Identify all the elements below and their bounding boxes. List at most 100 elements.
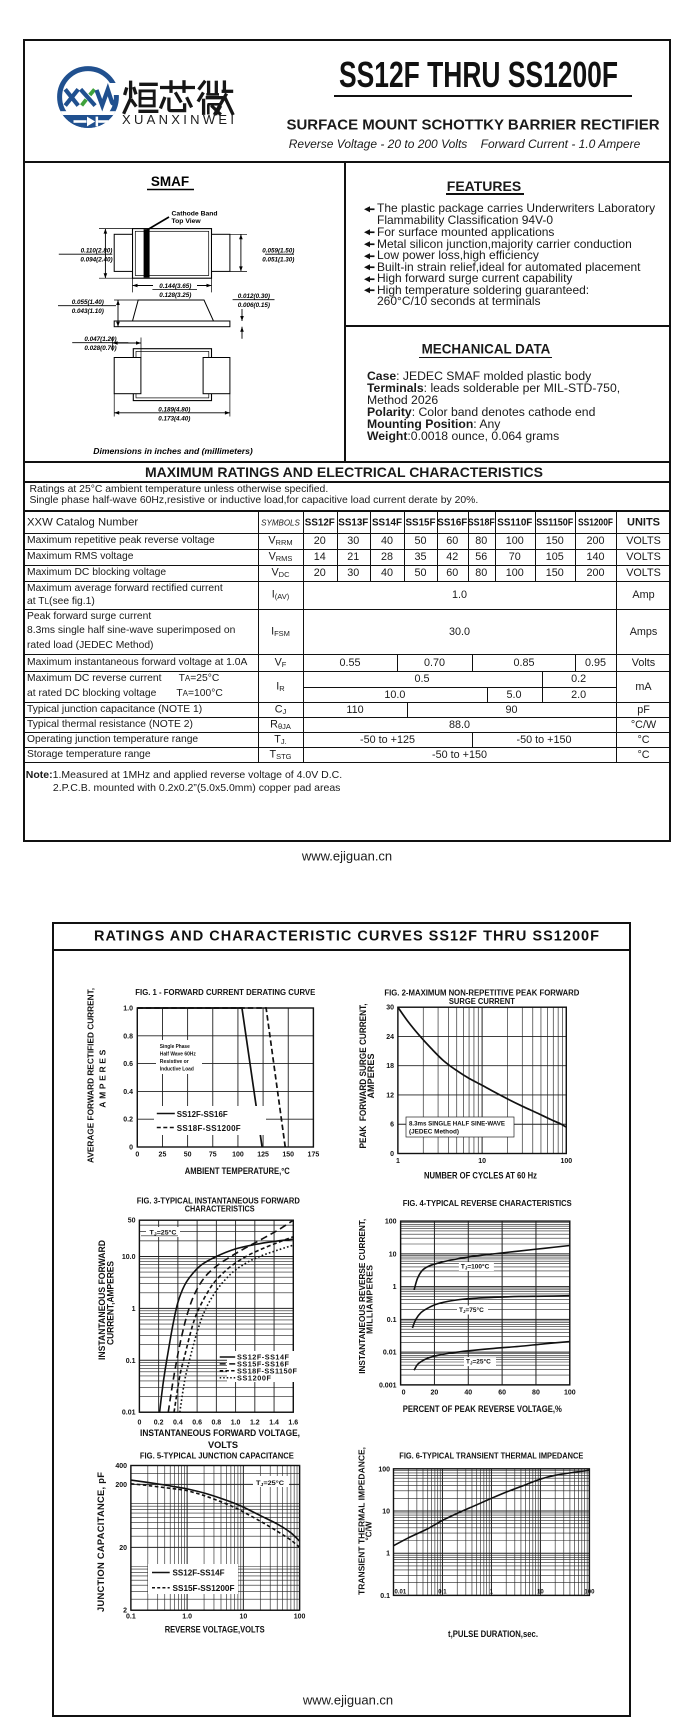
svg-text:SS18F-SS1150F: SS18F-SS1150F xyxy=(237,1366,298,1375)
svg-text:SS15F-SS1200F: SS15F-SS1200F xyxy=(173,1583,235,1593)
svg-text:TJ=25°C: TJ=25°C xyxy=(466,1358,491,1366)
svg-text:0.6: 0.6 xyxy=(192,1420,202,1427)
svg-text:0.01: 0.01 xyxy=(395,1590,407,1596)
svg-text:1: 1 xyxy=(490,1590,494,1596)
svg-text:SMAF: SMAF xyxy=(151,174,189,189)
svg-text:2: 2 xyxy=(123,1608,127,1615)
svg-text:SS1200F: SS1200F xyxy=(578,518,613,529)
svg-text:XUANXINWEI: XUANXINWEI xyxy=(122,112,234,127)
svg-text:SS15F: SS15F xyxy=(406,518,436,529)
svg-text:0.6: 0.6 xyxy=(123,1061,133,1068)
svg-text:PERCENT OF PEAK REVERSE VOLTAG: PERCENT OF PEAK REVERSE VOLTAGE,% xyxy=(403,1404,563,1414)
svg-text:FIG. 1 - FORWARD CURRENT DERAT: FIG. 1 - FORWARD CURRENT DERATING CURVE xyxy=(135,988,315,997)
svg-text:RATINGS AND CHARACTERISTIC CUR: RATINGS AND CHARACTERISTIC CURVES SS12F … xyxy=(94,929,599,945)
svg-text:1.0: 1.0 xyxy=(123,1006,133,1013)
svg-text:100: 100 xyxy=(385,1219,397,1226)
svg-text:100: 100 xyxy=(232,1152,244,1159)
svg-text:JUNCTION CAPACITANCE, pF: JUNCTION CAPACITANCE, pF xyxy=(96,1472,106,1612)
svg-text:0.8: 0.8 xyxy=(211,1420,221,1427)
svg-text:0.110(2.80): 0.110(2.80) xyxy=(81,248,113,255)
svg-text:REVERSE VOLTAGE,VOLTS: REVERSE VOLTAGE,VOLTS xyxy=(165,1625,265,1635)
svg-text:AMBIENT TEMPERATURE,°C: AMBIENT TEMPERATURE,°C xyxy=(185,1166,290,1176)
svg-text:0: 0 xyxy=(390,1151,394,1158)
svg-text:0.051(1.30): 0.051(1.30) xyxy=(262,257,294,264)
svg-text:Dimensions in inches and (mill: Dimensions in inches and (millimeters) xyxy=(93,446,253,456)
svg-text:25: 25 xyxy=(159,1152,167,1159)
svg-text:TRANSIENT THERMAL IMPEDANCE,: TRANSIENT THERMAL IMPEDANCE, xyxy=(357,1447,367,1595)
svg-text:0.1: 0.1 xyxy=(126,1358,136,1365)
svg-text:0.01: 0.01 xyxy=(122,1410,136,1417)
svg-text:SS12F-SS16F: SS12F-SS16F xyxy=(177,1110,228,1119)
svg-text:1: 1 xyxy=(393,1284,397,1291)
svg-text:0.1: 0.1 xyxy=(380,1593,390,1600)
svg-text:Half Wave 60Hz: Half Wave 60Hz xyxy=(160,1052,196,1058)
svg-text:75: 75 xyxy=(209,1152,217,1159)
svg-text:1.6: 1.6 xyxy=(288,1420,298,1427)
svg-text:SS12F-SS14F: SS12F-SS14F xyxy=(173,1568,225,1578)
svg-text:1: 1 xyxy=(132,1306,136,1313)
svg-text:TJ=100°C: TJ=100°C xyxy=(461,1263,490,1271)
svg-text:Single Phase: Single Phase xyxy=(160,1044,190,1050)
svg-text:FIG. 6-TYPICAL TRANSIENT THERM: FIG. 6-TYPICAL TRANSIENT THERMAL IMPEDAN… xyxy=(399,1452,583,1461)
svg-text:8.3ms SINGLE HALF SINE-WAVE: 8.3ms SINGLE HALF SINE-WAVE xyxy=(409,1121,506,1128)
svg-text:Inductive Load: Inductive Load xyxy=(160,1067,194,1073)
svg-text:10: 10 xyxy=(478,1158,486,1165)
svg-text:INSTANTANEOUS REVERSE CURRENT,: INSTANTANEOUS REVERSE CURRENT, xyxy=(357,1219,367,1374)
svg-text:0.4: 0.4 xyxy=(173,1420,183,1427)
svg-text:SURGE CURRENT: SURGE CURRENT xyxy=(449,997,515,1006)
svg-text:0: 0 xyxy=(129,1145,133,1152)
svg-text:100: 100 xyxy=(564,1390,576,1397)
svg-text:10: 10 xyxy=(382,1509,390,1516)
svg-text:FIG. 3-TYPICAL INSTANTANEOUS F: FIG. 3-TYPICAL INSTANTANEOUS FORWARD xyxy=(137,1197,300,1206)
svg-text:0.128(3.25): 0.128(3.25) xyxy=(159,292,191,299)
svg-text:0: 0 xyxy=(402,1390,406,1397)
svg-text:Resistive or: Resistive or xyxy=(160,1059,189,1065)
svg-text:0.8: 0.8 xyxy=(123,1033,133,1040)
svg-text:0.028(0.70): 0.028(0.70) xyxy=(84,345,116,352)
svg-text:VOLTS: VOLTS xyxy=(208,1440,238,1450)
svg-text:60: 60 xyxy=(498,1390,506,1397)
svg-text:150: 150 xyxy=(282,1152,294,1159)
svg-text:SS18F-SS1200F: SS18F-SS1200F xyxy=(177,1124,241,1133)
svg-text:10: 10 xyxy=(239,1614,247,1621)
svg-text:AMPERES: AMPERES xyxy=(98,1049,108,1107)
svg-text:INSTANTANEOUS FORWARD: INSTANTANEOUS FORWARD xyxy=(97,1240,107,1360)
svg-text:0.055(1.40): 0.055(1.40) xyxy=(72,299,104,306)
svg-text:1.0: 1.0 xyxy=(182,1614,192,1621)
svg-text:SS12F THRU SS1200F: SS12F THRU SS1200F xyxy=(339,54,618,95)
svg-text:SS1200F: SS1200F xyxy=(237,1373,272,1382)
svg-text:0: 0 xyxy=(135,1152,139,1159)
svg-text:10: 10 xyxy=(389,1251,397,1258)
svg-text:1: 1 xyxy=(396,1158,400,1165)
svg-text:0.189(4.80): 0.189(4.80) xyxy=(158,407,190,414)
svg-text:100: 100 xyxy=(560,1158,572,1165)
svg-text:0.094(2.40): 0.094(2.40) xyxy=(80,257,112,264)
svg-text:SS12F: SS12F xyxy=(305,518,335,529)
svg-text:SS110F: SS110F xyxy=(497,518,532,529)
svg-text:18: 18 xyxy=(386,1063,394,1070)
svg-text:100: 100 xyxy=(294,1614,306,1621)
svg-text:SS18F: SS18F xyxy=(468,518,495,529)
svg-text:CHARACTERISTICS: CHARACTERISTICS xyxy=(185,1204,255,1213)
svg-text:FIG. 2-MAXIMUM NON-REPETITIVE: FIG. 2-MAXIMUM NON-REPETITIVE PEAK FORWA… xyxy=(384,989,579,998)
svg-text:0.1: 0.1 xyxy=(126,1614,136,1621)
svg-text:1: 1 xyxy=(386,1551,390,1558)
svg-text:80: 80 xyxy=(532,1390,540,1397)
svg-text:FIG. 4-TYPICAL REVERSE CHARACT: FIG. 4-TYPICAL REVERSE CHARACTERISTICS xyxy=(403,1199,572,1208)
svg-text:0: 0 xyxy=(137,1420,141,1427)
svg-text:0.059(1.50): 0.059(1.50) xyxy=(262,248,294,255)
svg-text:200: 200 xyxy=(115,1482,127,1489)
svg-text:0.006(0.15): 0.006(0.15) xyxy=(238,302,270,309)
svg-text:0.01: 0.01 xyxy=(383,1350,397,1357)
svg-text:MILLIAMPERES: MILLIAMPERES xyxy=(365,1265,375,1334)
svg-text:0.047(1.20): 0.047(1.20) xyxy=(84,336,116,343)
svg-text:TJ=75°C: TJ=75°C xyxy=(459,1306,484,1314)
svg-text:0.173(4.40): 0.173(4.40) xyxy=(158,416,190,423)
svg-text:40: 40 xyxy=(464,1390,472,1397)
svg-text:t,PULSE DURATION,sec.: t,PULSE DURATION,sec. xyxy=(448,1629,538,1639)
svg-text:0.1: 0.1 xyxy=(438,1590,447,1596)
svg-text:20: 20 xyxy=(119,1545,127,1552)
svg-text:30: 30 xyxy=(386,1005,394,1012)
svg-text:6: 6 xyxy=(390,1122,394,1129)
svg-text:0.144(3.65): 0.144(3.65) xyxy=(159,283,191,290)
